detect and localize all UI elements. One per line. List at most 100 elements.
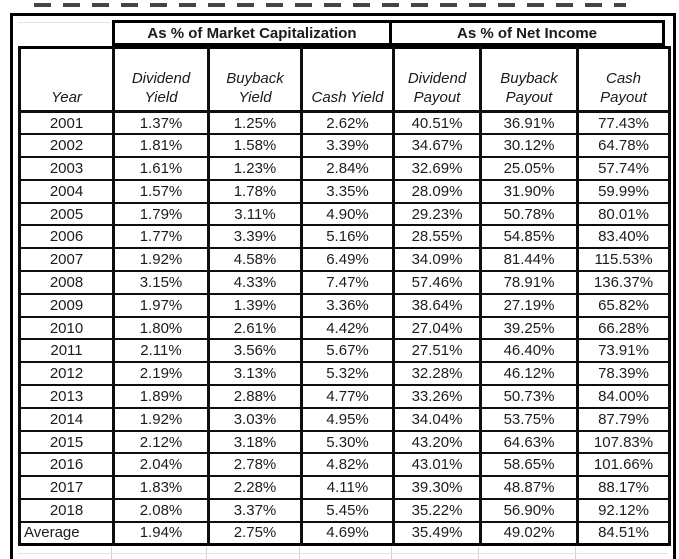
column-header: Buyback Yield: [207, 46, 303, 113]
value-cell: 1.23%: [207, 156, 303, 181]
value-cell: 88.17%: [576, 475, 671, 501]
value-cell: 28.09%: [392, 178, 482, 204]
value-cell: 1.81%: [112, 133, 210, 159]
value-cell: 30.12%: [479, 133, 579, 159]
value-cell: 4.11%: [300, 475, 395, 501]
table-row: 2012 2.19% 3.13% 5.32% 32.28% 46.12% 78.39%: [18, 361, 671, 387]
value-cell: 31.90%: [479, 178, 579, 204]
table-row: 2013 1.89% 2.88% 4.77% 33.26% 50.73% 84.00%: [18, 384, 671, 409]
value-cell: 58.65%: [479, 452, 579, 478]
row-label-cell: 2006: [18, 224, 115, 250]
column-header: Cash Yield: [300, 46, 395, 113]
value-cell: 39.30%: [392, 475, 482, 501]
value-cell: 1.58%: [207, 133, 303, 159]
value-cell: 4.42%: [300, 315, 395, 341]
value-cell: 57.74%: [576, 156, 671, 181]
table-row: 2002 1.81% 1.58% 3.39% 34.67% 30.12% 64.78%: [18, 133, 671, 159]
value-cell: 4.77%: [300, 384, 395, 409]
row-label-cell: 2013: [18, 384, 115, 409]
value-cell: 50.73%: [479, 384, 579, 409]
table-row: 2010 1.80% 2.61% 4.42% 27.04% 39.25% 66.28%: [18, 315, 671, 341]
value-cell: 27.51%: [392, 338, 482, 364]
value-cell: 46.12%: [479, 361, 579, 387]
value-cell: 2.61%: [207, 315, 303, 341]
table-row: 2018 2.08% 3.37% 5.45% 35.22% 56.90% 92.12%: [18, 498, 671, 523]
value-cell: 1.97%: [112, 292, 210, 318]
value-cell: 81.44%: [479, 247, 579, 273]
value-cell: 1.92%: [112, 247, 210, 273]
value-cell: 1.94%: [112, 520, 210, 546]
row-label-cell: 2003: [18, 156, 115, 181]
value-cell: 2.75%: [207, 520, 303, 546]
value-cell: 3.56%: [207, 338, 303, 364]
value-cell: 3.18%: [207, 429, 303, 455]
table-row: Average 1.94% 2.75% 4.69% 35.49% 49.02% 84.51%: [18, 520, 671, 546]
value-cell: 1.77%: [112, 224, 210, 250]
value-cell: 5.45%: [300, 498, 395, 523]
table-row: 2008 3.15% 4.33% 7.47% 57.46% 78.91% 136.37%: [18, 270, 671, 295]
value-cell: 2.84%: [300, 156, 395, 181]
row-label-cell: 2014: [18, 406, 115, 432]
table-row: 2001 1.37% 1.25% 2.62% 40.51% 36.91% 77.43%: [18, 110, 671, 136]
column-header: Dividend Payout: [392, 46, 482, 113]
group-header-row: As % of Market Capitalization As % of Ne…: [112, 20, 665, 46]
row-label-cell: Average: [18, 520, 115, 546]
gridline-stub: [18, 22, 110, 23]
gridline-stub: [18, 553, 668, 554]
value-cell: 73.91%: [576, 338, 671, 364]
figure-frame: [10, 13, 676, 559]
value-cell: 54.85%: [479, 224, 579, 250]
value-cell: 3.13%: [207, 361, 303, 387]
value-cell: 27.19%: [479, 292, 579, 318]
value-cell: 2.88%: [207, 384, 303, 409]
value-cell: 43.01%: [392, 452, 482, 478]
table-row: 2009 1.97% 1.39% 3.36% 38.64% 27.19% 65.82%: [18, 292, 671, 318]
value-cell: 32.28%: [392, 361, 482, 387]
value-cell: 4.90%: [300, 201, 395, 227]
value-cell: 4.82%: [300, 452, 395, 478]
value-cell: 3.36%: [300, 292, 395, 318]
value-cell: 2.04%: [112, 452, 210, 478]
value-cell: 80.01%: [576, 201, 671, 227]
value-cell: 3.03%: [207, 406, 303, 432]
value-cell: 2.11%: [112, 338, 210, 364]
value-cell: 1.25%: [207, 110, 303, 136]
row-label-cell: 2011: [18, 338, 115, 364]
column-header-row: Year Dividend Yield Buyback Yield Cash Yield D…: [18, 46, 671, 113]
column-header: Dividend Yield: [112, 46, 210, 113]
value-cell: 83.40%: [576, 224, 671, 250]
value-cell: 57.46%: [392, 270, 482, 295]
row-label-cell: 2002: [18, 133, 115, 159]
value-cell: 66.28%: [576, 315, 671, 341]
column-header: Buyback Payout: [479, 46, 579, 113]
value-cell: 53.75%: [479, 406, 579, 432]
row-label-cell: 2012: [18, 361, 115, 387]
value-cell: 64.78%: [576, 133, 671, 159]
value-cell: 2.12%: [112, 429, 210, 455]
value-cell: 59.99%: [576, 178, 671, 204]
cropped-text-remnant: [34, 3, 626, 7]
row-label-cell: 2008: [18, 270, 115, 295]
value-cell: 38.64%: [392, 292, 482, 318]
payout-yield-table: Year Dividend Yield Buyback Yield Cash Yield D…: [18, 46, 671, 547]
row-label-cell: 2016: [18, 452, 115, 478]
value-cell: 46.40%: [479, 338, 579, 364]
value-cell: 40.51%: [392, 110, 482, 136]
group-header-net-income: As % of Net Income: [389, 20, 665, 46]
group-header-market-capitalization: As % of Market Capitalization: [112, 20, 392, 46]
value-cell: 25.05%: [479, 156, 579, 181]
table-row: 2016 2.04% 2.78% 4.82% 43.01% 58.65% 101.66%: [18, 452, 671, 478]
value-cell: 3.15%: [112, 270, 210, 295]
value-cell: 5.32%: [300, 361, 395, 387]
value-cell: 50.78%: [479, 201, 579, 227]
value-cell: 5.30%: [300, 429, 395, 455]
value-cell: 3.11%: [207, 201, 303, 227]
value-cell: 2.28%: [207, 475, 303, 501]
value-cell: 3.39%: [207, 224, 303, 250]
table-row: 2006 1.77% 3.39% 5.16% 28.55% 54.85% 83.40%: [18, 224, 671, 250]
value-cell: 2.62%: [300, 110, 395, 136]
row-label-cell: 2015: [18, 429, 115, 455]
table-body: 2001 1.37% 1.25% 2.62% 40.51% 36.91% 77.43% 200…: [18, 110, 671, 546]
row-label-cell: 2017: [18, 475, 115, 501]
